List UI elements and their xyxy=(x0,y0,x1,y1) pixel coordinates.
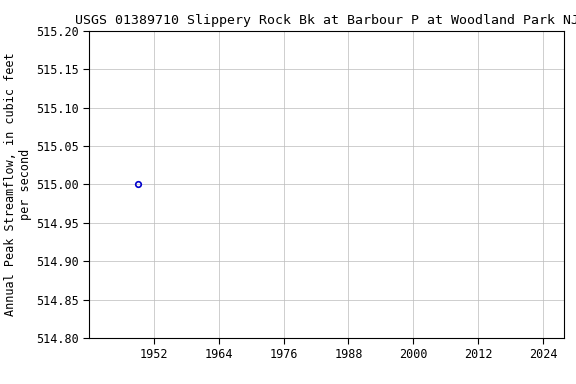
Title: USGS 01389710 Slippery Rock Bk at Barbour P at Woodland Park NJ: USGS 01389710 Slippery Rock Bk at Barbou… xyxy=(75,14,576,27)
Y-axis label: Annual Peak Streamflow, in cubic feet
per second: Annual Peak Streamflow, in cubic feet pe… xyxy=(4,53,32,316)
